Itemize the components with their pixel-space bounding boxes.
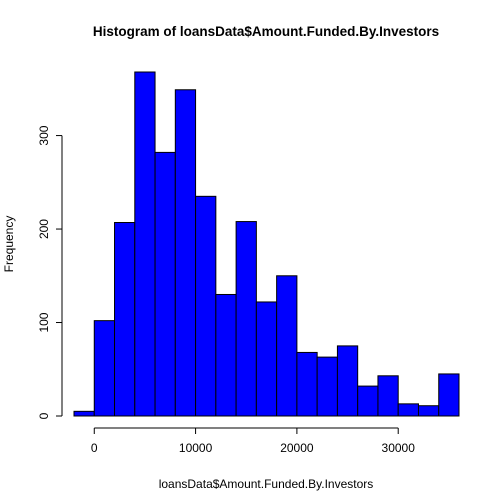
histogram-bar <box>377 375 399 417</box>
histogram-bar <box>417 405 440 417</box>
histogram-bar <box>134 71 156 417</box>
histogram-bar <box>195 195 217 417</box>
x-axis-label: loansData$Amount.Funded.By.Investors <box>159 477 374 491</box>
histogram-bar <box>276 275 298 417</box>
histogram-bar <box>316 356 338 417</box>
histogram-bar <box>114 222 136 417</box>
histogram-bar <box>357 385 379 417</box>
histogram-bar <box>438 373 460 417</box>
histogram-bar <box>73 410 95 417</box>
histogram-bar <box>215 293 237 417</box>
y-tick-label: 300 <box>37 125 51 145</box>
bars-group <box>73 71 460 417</box>
histogram-bar <box>296 351 318 417</box>
x-tick-label: 30000 <box>382 441 416 455</box>
histogram-bar <box>336 345 359 417</box>
y-tick-label: 0 <box>37 412 51 419</box>
histogram-bar <box>93 320 116 417</box>
x-tick-label: 20000 <box>280 441 314 455</box>
histogram-bar <box>154 151 176 417</box>
histogram-bar <box>235 221 257 417</box>
x-axis: 0 10000 20000 30000 <box>91 427 416 455</box>
histogram-bar <box>174 89 197 417</box>
x-tick-label: 10000 <box>179 441 213 455</box>
chart-title: Histogram of loansData$Amount.Funded.By.… <box>93 24 439 39</box>
x-tick-label: 0 <box>91 441 98 455</box>
y-tick-label: 100 <box>37 312 51 332</box>
y-tick-label: 200 <box>37 219 51 239</box>
histogram-bar <box>255 301 278 417</box>
y-axis: 0 100 200 300 <box>37 125 63 419</box>
histogram-bar <box>397 403 419 417</box>
y-axis-label: Frequency <box>2 216 16 273</box>
